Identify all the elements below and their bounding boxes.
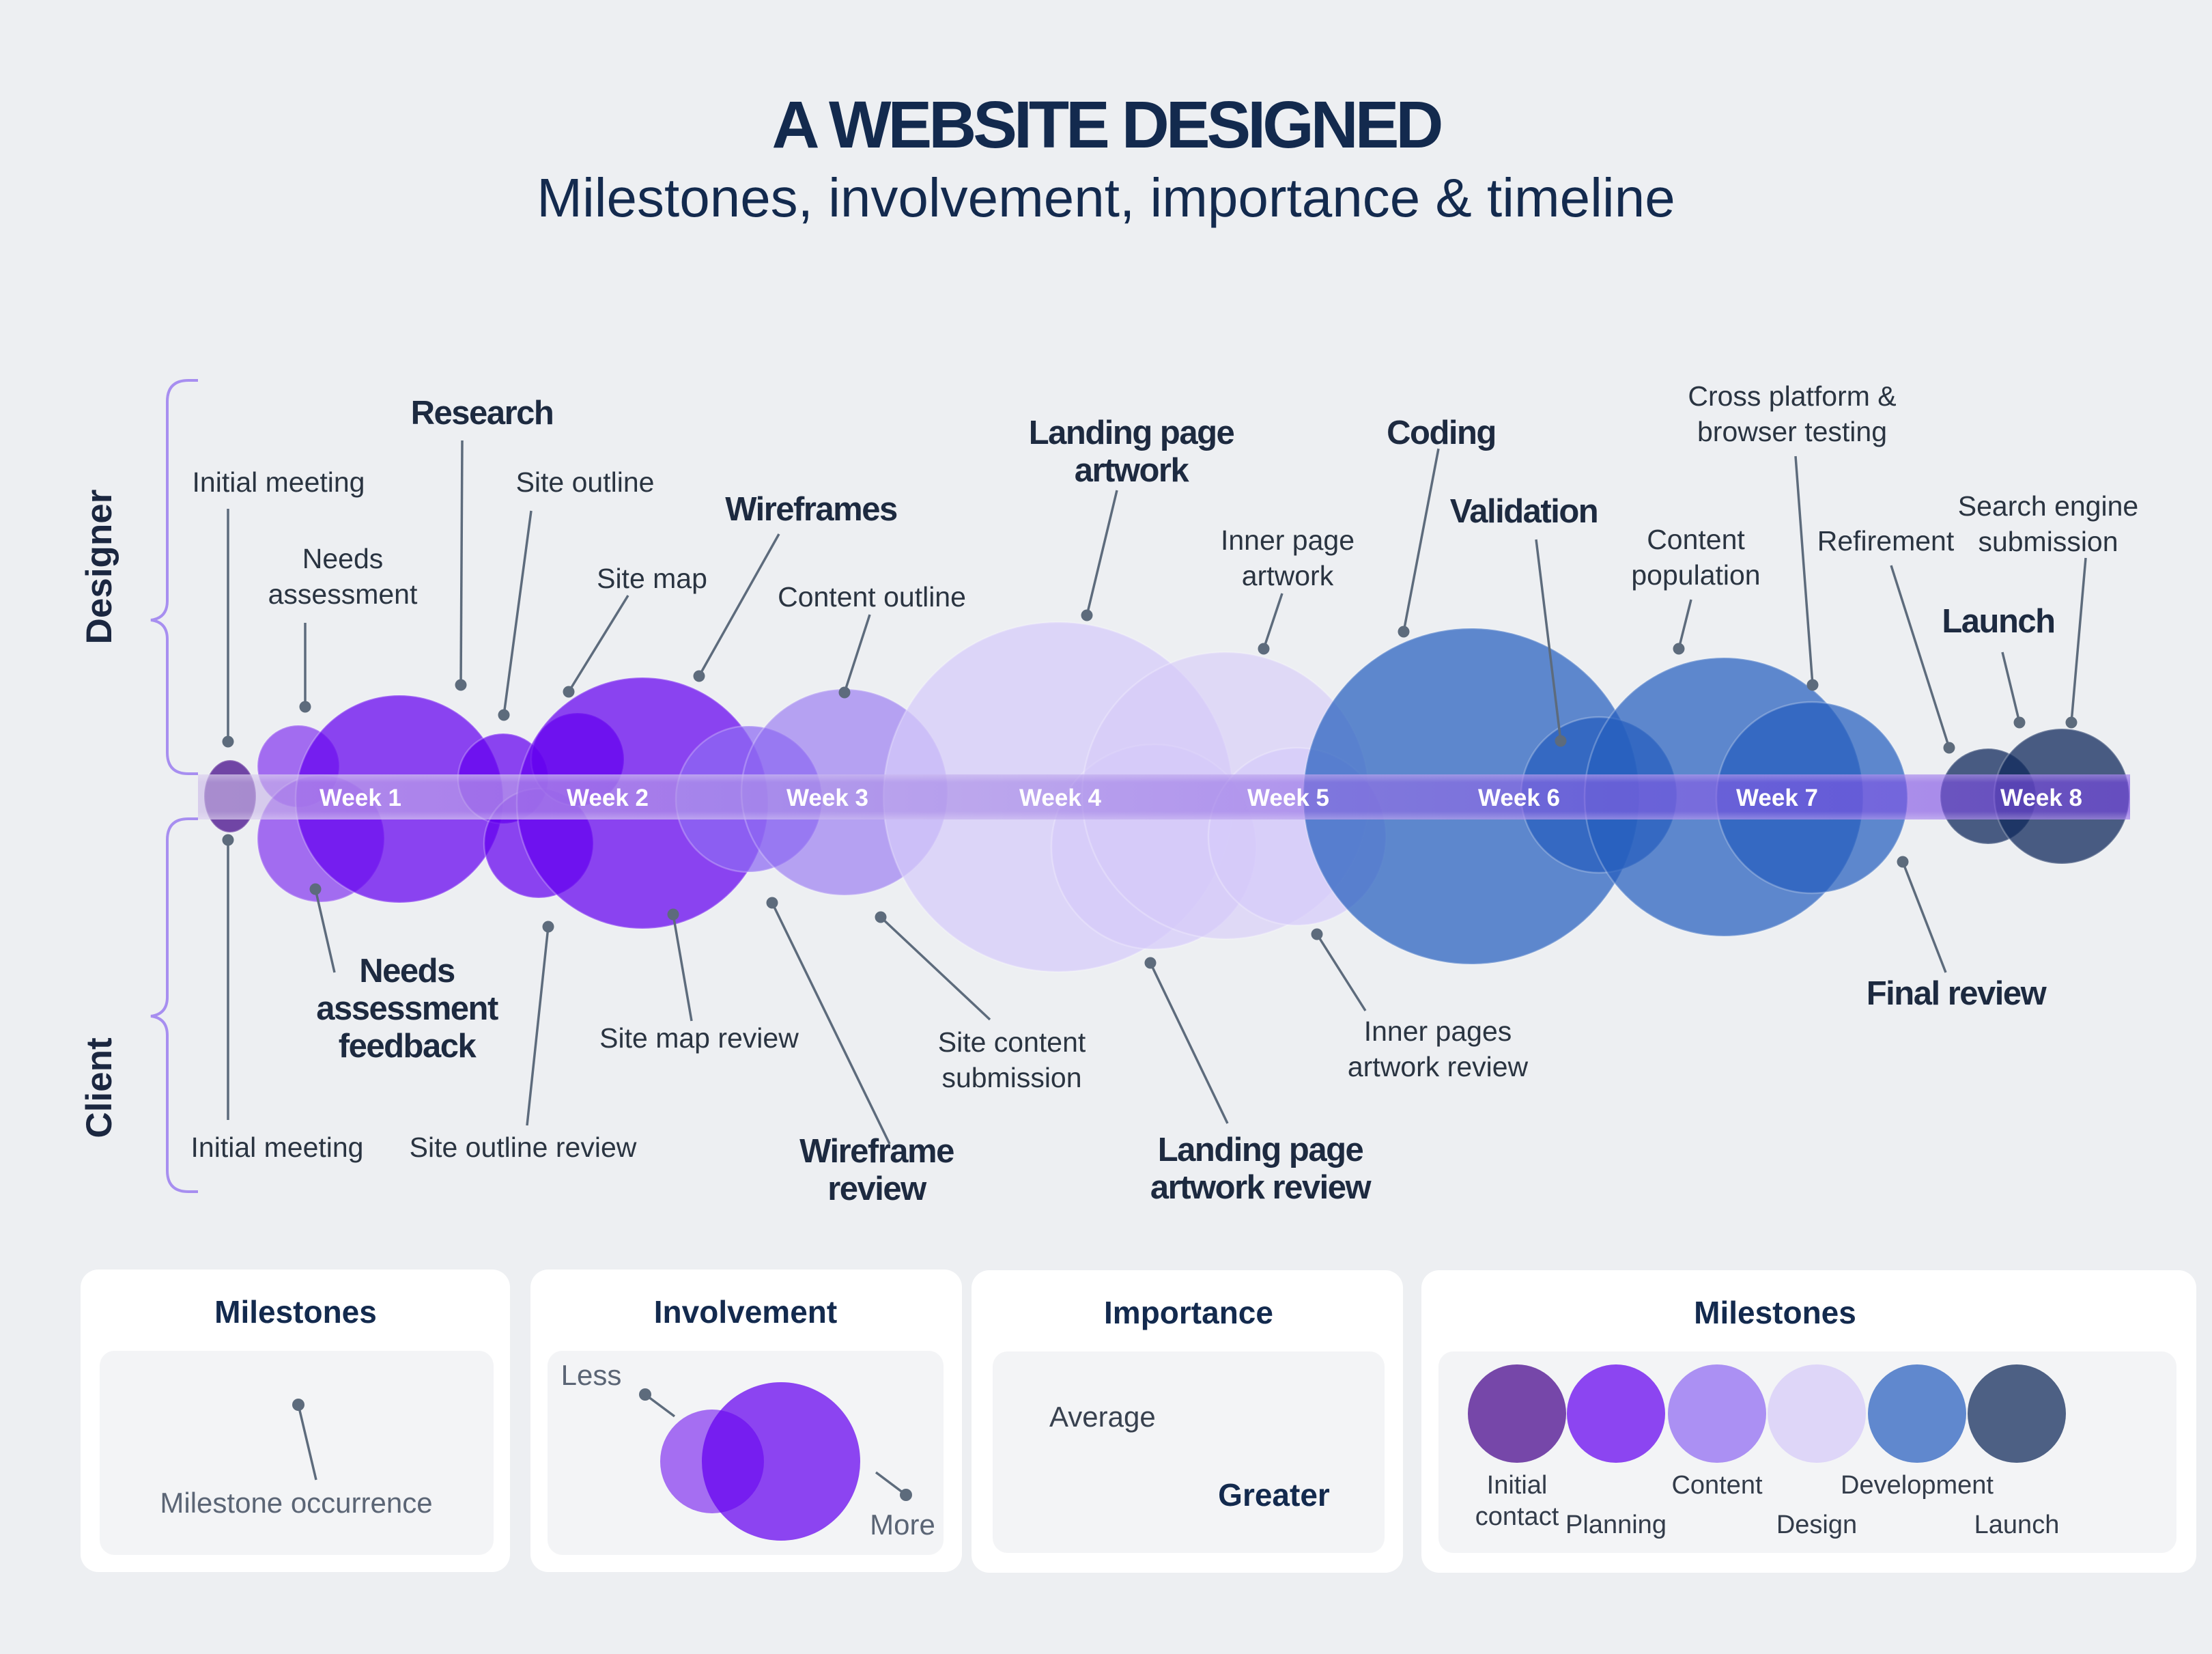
svg-text:Week 8: Week 8 — [2000, 785, 2082, 811]
svg-text:Search engine: Search engine — [1958, 490, 2138, 522]
svg-text:submission: submission — [941, 1062, 1081, 1093]
svg-text:More: More — [870, 1509, 935, 1541]
svg-text:Wireframes: Wireframes — [725, 491, 897, 528]
svg-text:Inner pages: Inner pages — [1364, 1015, 1512, 1047]
svg-text:Week 2: Week 2 — [567, 785, 649, 811]
svg-text:Needs: Needs — [359, 953, 455, 990]
svg-text:Content: Content — [1671, 1471, 1763, 1500]
svg-text:Week 4: Week 4 — [1019, 785, 1102, 811]
svg-text:Less: Less — [561, 1359, 622, 1391]
svg-text:Refirement: Refirement — [1817, 525, 1955, 557]
svg-text:Needs: Needs — [302, 543, 384, 574]
svg-text:Planning: Planning — [1565, 1511, 1667, 1539]
svg-text:Initial meeting: Initial meeting — [191, 1132, 364, 1163]
svg-text:Initial: Initial — [1487, 1471, 1548, 1500]
svg-text:Wireframe: Wireframe — [799, 1133, 954, 1170]
svg-text:Validation: Validation — [1450, 493, 1598, 530]
svg-text:Site content: Site content — [938, 1026, 1086, 1058]
svg-text:Designer: Designer — [79, 490, 119, 645]
svg-text:Development: Development — [1841, 1471, 1994, 1500]
svg-text:Milestones: Milestones — [1694, 1295, 1856, 1330]
svg-text:submission: submission — [1978, 526, 2118, 557]
svg-text:Week 7: Week 7 — [1736, 785, 1818, 811]
svg-text:Involvement: Involvement — [654, 1294, 837, 1330]
svg-text:Milestone occurrence: Milestone occurrence — [160, 1487, 432, 1519]
svg-text:Landing page: Landing page — [1158, 1132, 1363, 1168]
svg-text:Cross platform &: Cross platform & — [1688, 380, 1896, 412]
svg-text:artwork review: artwork review — [1150, 1169, 1372, 1206]
svg-text:Week 5: Week 5 — [1247, 785, 1329, 811]
svg-text:Site outline: Site outline — [516, 466, 655, 498]
svg-text:contact: contact — [1475, 1502, 1559, 1531]
svg-text:Coding: Coding — [1387, 415, 1496, 451]
svg-text:Inner page: Inner page — [1221, 524, 1355, 556]
svg-text:Average: Average — [1049, 1401, 1156, 1433]
svg-text:Greater: Greater — [1218, 1477, 1330, 1513]
svg-text:Final review: Final review — [1867, 975, 2047, 1012]
svg-text:Content: Content — [1647, 524, 1745, 555]
svg-text:Launch: Launch — [1942, 603, 2054, 640]
svg-text:Site map: Site map — [597, 563, 707, 594]
svg-text:Milestones, involvement, impor: Milestones, involvement, importance & ti… — [537, 167, 1675, 228]
svg-text:Site outline review: Site outline review — [410, 1132, 637, 1163]
svg-text:assessment: assessment — [268, 578, 418, 610]
svg-text:artwork: artwork — [1242, 560, 1334, 591]
svg-text:Landing page: Landing page — [1029, 415, 1234, 451]
svg-text:Week 1: Week 1 — [320, 785, 401, 811]
svg-text:Content outline: Content outline — [778, 581, 966, 613]
svg-text:artwork: artwork — [1075, 452, 1190, 489]
svg-text:Launch: Launch — [1974, 1511, 2060, 1539]
svg-text:Client: Client — [79, 1037, 119, 1138]
svg-text:Research: Research — [411, 395, 554, 432]
svg-text:Site map review: Site map review — [599, 1022, 799, 1054]
svg-text:Week 3: Week 3 — [786, 785, 868, 811]
svg-text:Milestones: Milestones — [214, 1294, 377, 1330]
svg-text:A WEBSITE DESIGNED: A WEBSITE DESIGNED — [772, 87, 1441, 162]
svg-text:review: review — [827, 1171, 927, 1207]
svg-text:assessment: assessment — [316, 990, 498, 1027]
svg-text:feedback: feedback — [339, 1028, 477, 1065]
svg-text:Design: Design — [1776, 1511, 1857, 1539]
svg-text:Importance: Importance — [1104, 1295, 1273, 1330]
svg-text:browser testing: browser testing — [1697, 416, 1887, 447]
svg-text:Week 6: Week 6 — [1478, 785, 1560, 811]
svg-text:artwork review: artwork review — [1348, 1051, 1529, 1082]
svg-text:Initial meeting: Initial meeting — [193, 466, 365, 498]
svg-text:population: population — [1631, 559, 1760, 591]
